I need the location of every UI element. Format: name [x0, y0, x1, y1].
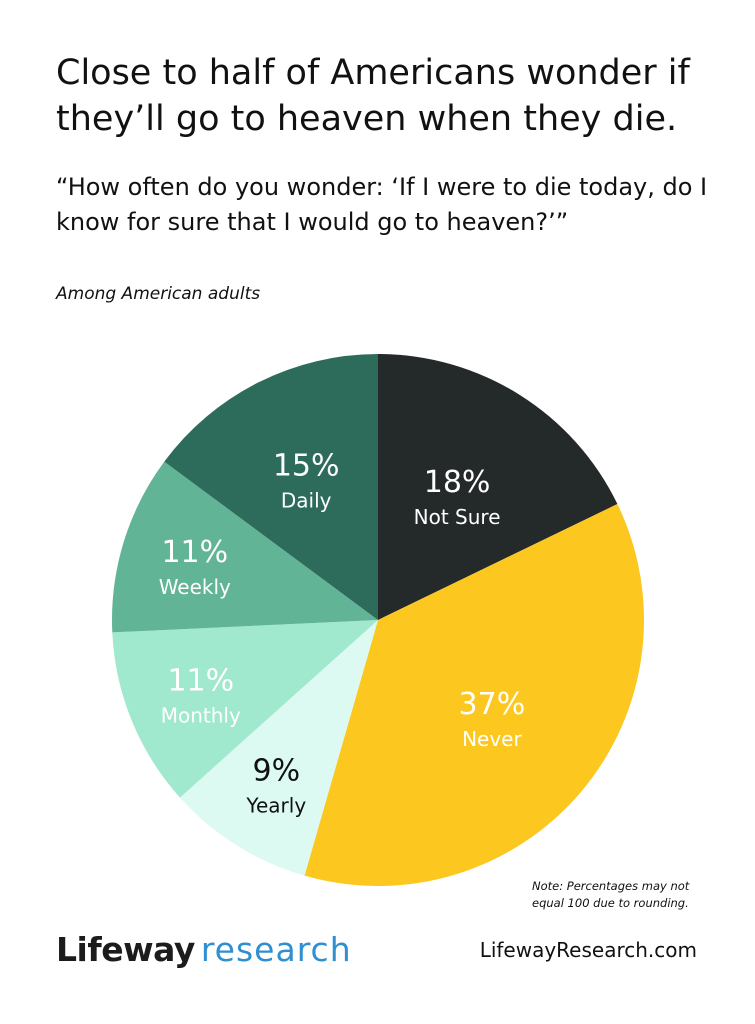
pie-slice-weekly	[112, 461, 379, 633]
brand-sub: research	[200, 930, 352, 969]
slice-value-label: 11%	[167, 664, 234, 699]
footnote: Note: Percentages may not equal 100 due …	[532, 878, 722, 912]
brand-logo: Lifeway research	[56, 930, 352, 970]
pie-slice-never	[304, 504, 644, 886]
slice-category-label: Never	[462, 727, 522, 751]
slice-value-label: 9%	[253, 753, 301, 788]
slice-category-label: Daily	[281, 489, 332, 513]
pie-slice-not-sure	[378, 354, 618, 620]
brand-name: Lifeway	[56, 930, 195, 969]
chart-title: Close to half of Americans wonder if the…	[56, 53, 690, 139]
pie-slice-monthly	[112, 620, 378, 798]
slice-category-label: Weekly	[159, 575, 231, 599]
slice-category-label: Monthly	[161, 704, 241, 728]
footnote-line-2: equal 100 due to rounding.	[532, 896, 689, 910]
slice-value-label: 18%	[424, 465, 491, 500]
slice-value-label: 11%	[161, 535, 228, 570]
slice-category-label: Not Sure	[414, 505, 501, 529]
slice-value-label: 37%	[459, 687, 526, 722]
footnote-line-1: Note: Percentages may not	[532, 879, 690, 893]
chart-subtitle: Among American adults	[56, 284, 261, 304]
website-url: LifewayResearch.com	[479, 938, 697, 962]
slice-value-label: 15%	[273, 449, 340, 484]
pie-slice-yearly	[179, 620, 378, 876]
slice-category-label: Yearly	[245, 793, 306, 817]
survey-question: “How often do you wonder: ‘If I were to …	[56, 173, 708, 236]
pie-slice-daily	[164, 354, 378, 620]
